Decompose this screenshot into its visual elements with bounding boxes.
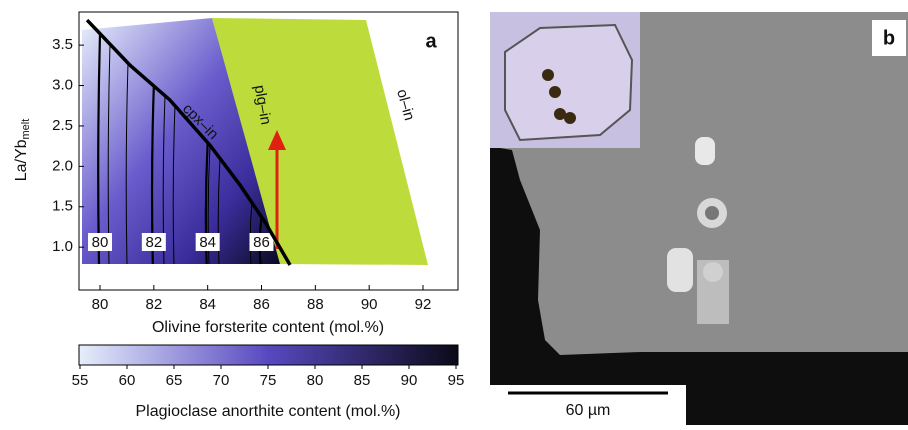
- contour-label-box: [249, 233, 274, 251]
- inclusion: [667, 248, 693, 292]
- inclusion-photo: [549, 86, 561, 98]
- inclusion-photo: [554, 108, 566, 120]
- colorbar: [78, 344, 459, 366]
- panel-label: a: [425, 30, 437, 52]
- x-tick-label: 92: [415, 296, 432, 313]
- colorbar-tick-label: 90: [401, 372, 418, 389]
- colorbar-tick-label: 95: [448, 372, 465, 389]
- panel-label: b: [883, 27, 895, 49]
- contour-label-box: [87, 233, 112, 251]
- colorbar-tick-label: 85: [354, 372, 371, 389]
- inclusion-photo: [564, 112, 576, 124]
- crystal-photo: [504, 23, 634, 142]
- colorbar-label: Plagioclase anorthite content (mol.%): [135, 403, 400, 420]
- colorbar-tick-label: 70: [213, 372, 230, 389]
- contour-line: [172, 105, 176, 265]
- plot-frame: [78, 11, 459, 291]
- y-axis-label-sub: melt: [20, 119, 32, 140]
- colorbar-tick-label: 55: [72, 372, 89, 389]
- crystal: [500, 12, 908, 355]
- colorbar-tick-label: 80: [307, 372, 324, 389]
- y-axis-label: La/Ybmelt: [13, 119, 32, 182]
- contour-label: 80: [92, 234, 109, 251]
- y-tick-label: 1.0: [52, 238, 73, 255]
- inclusion-photo: [542, 69, 554, 81]
- y-tick-label: 2.0: [52, 157, 73, 174]
- contour-label-box: [141, 233, 166, 251]
- contour-line: [217, 158, 221, 265]
- x-tick-label: 82: [145, 296, 162, 313]
- region-label: plg–in: [251, 84, 275, 126]
- contour-label: 86: [253, 234, 270, 251]
- inclusion: [695, 137, 715, 165]
- region-label: ol–in: [393, 87, 418, 122]
- x-tick-label: 88: [307, 296, 324, 313]
- contour-line: [207, 145, 211, 265]
- plagioclase-region: [82, 18, 282, 264]
- colorbar-tick-label: 75: [260, 372, 277, 389]
- arrow-head: [268, 130, 286, 150]
- x-tick-label: 80: [92, 296, 109, 313]
- colorbar-tick-label: 60: [119, 372, 136, 389]
- y-tick-label: 1.5: [52, 198, 73, 215]
- plagioclase-in-region: [212, 18, 428, 265]
- x-tick-label: 86: [253, 296, 270, 313]
- y-tick-label: 3.5: [52, 36, 73, 53]
- x-axis-label: Olivine forsterite content (mol.%): [152, 319, 384, 336]
- x-tick-label: 84: [199, 296, 216, 313]
- y-axis-label-main: La/Yb: [13, 139, 30, 181]
- contour-label: 82: [145, 234, 162, 251]
- inclusion: [705, 206, 719, 220]
- phase-regions: [82, 18, 428, 265]
- panel-label-box: [872, 20, 906, 56]
- line: [85, 18, 292, 266]
- colorbar-tick-label: 65: [166, 372, 183, 389]
- scale-bar-label: 60 µm: [566, 402, 611, 419]
- inclusion: [703, 262, 723, 282]
- x-tick-label: 90: [361, 296, 378, 313]
- y-tick-label: 2.5: [52, 117, 73, 134]
- y-tick-label: 3.0: [52, 77, 73, 94]
- contour-label-box: [195, 233, 220, 251]
- contour-line: [125, 63, 129, 265]
- micrograph: 60 µm b: [490, 12, 908, 425]
- contour-label: 84: [199, 234, 216, 251]
